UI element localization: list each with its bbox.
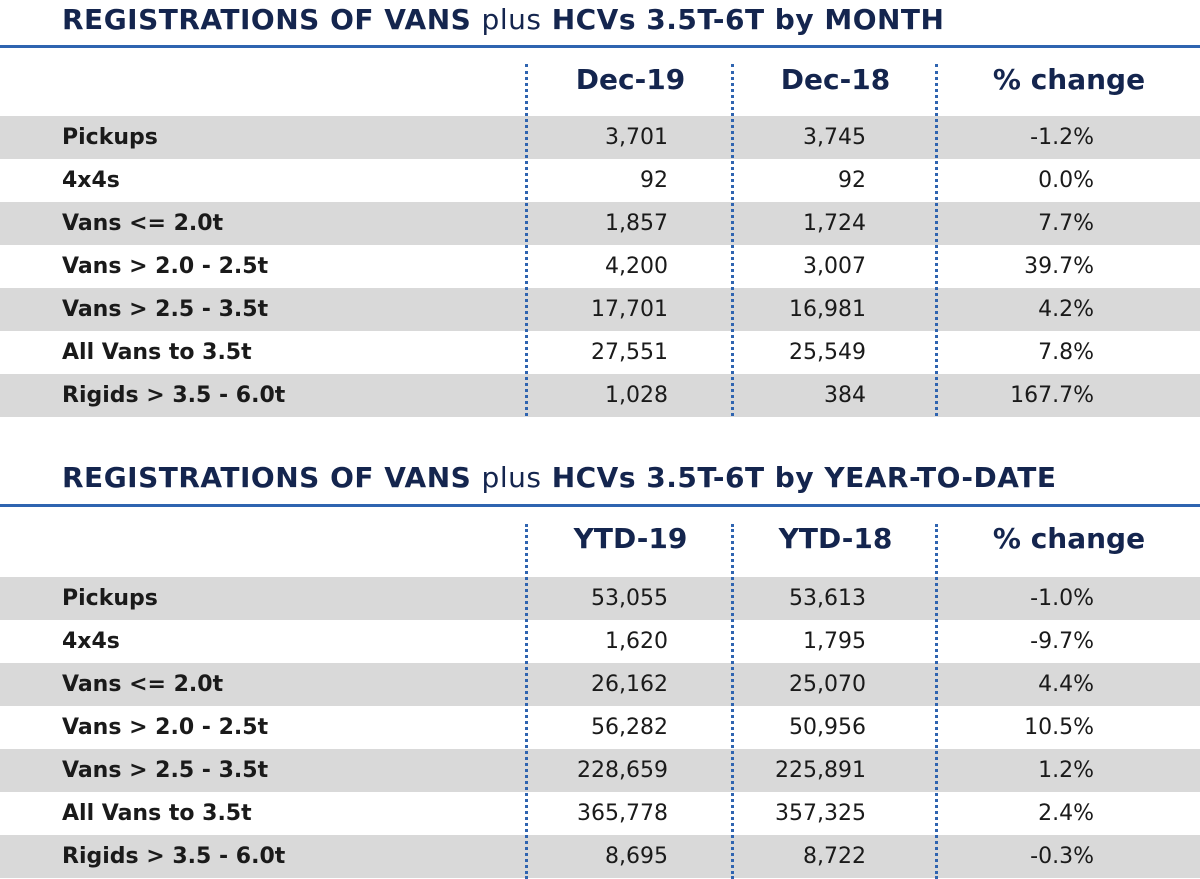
- row-label: Rigids > 3.5 - 6.0t: [62, 383, 286, 408]
- monthly-divider-3: [935, 64, 938, 416]
- cell-previous: 50,956: [789, 715, 866, 740]
- cell-current: 4,200: [605, 254, 668, 279]
- ytd-title-rule: [0, 504, 1200, 507]
- row-label: 4x4s: [62, 168, 120, 193]
- cell-previous: 92: [838, 168, 866, 193]
- table-row: All Vans to 3.5t 365,778 357,325 2.4%: [0, 792, 1200, 835]
- ytd-section: REGISTRATIONS OF VANS plus HCVs 3.5T-6T …: [0, 458, 1200, 879]
- cell-change: -1.2%: [1030, 125, 1094, 150]
- row-label: Vans > 2.5 - 3.5t: [62, 297, 269, 322]
- table-row: Vans <= 2.0t 26,162 25,070 4.4%: [0, 663, 1200, 706]
- cell-change: 0.0%: [1038, 168, 1094, 193]
- cell-previous: 357,325: [775, 801, 866, 826]
- cell-current: 53,055: [591, 586, 668, 611]
- cell-previous: 3,007: [803, 254, 866, 279]
- cell-change: 1.2%: [1038, 758, 1094, 783]
- cell-change: 2.4%: [1038, 801, 1094, 826]
- table-row: Rigids > 3.5 - 6.0t 1,028 384 167.7%: [0, 374, 1200, 417]
- ytd-title-part-2: HCVs 3.5T-6T by YEAR-TO-DATE: [551, 461, 1057, 494]
- cell-change: 10.5%: [1024, 715, 1094, 740]
- table-row: Rigids > 3.5 - 6.0t 8,695 8,722 -0.3%: [0, 835, 1200, 878]
- cell-current: 228,659: [577, 758, 668, 783]
- cell-current: 1,028: [605, 383, 668, 408]
- row-label: Vans > 2.0 - 2.5t: [62, 254, 269, 279]
- row-label: Pickups: [62, 586, 158, 611]
- ytd-divider-2: [731, 524, 734, 879]
- monthly-header-col1: Dec-19: [575, 63, 686, 96]
- cell-current: 17,701: [591, 297, 668, 322]
- cell-change: 7.8%: [1038, 340, 1094, 365]
- cell-current: 365,778: [577, 801, 668, 826]
- ytd-header-col1: YTD-19: [573, 522, 688, 555]
- table-row: Vans <= 2.0t 1,857 1,724 7.7%: [0, 202, 1200, 245]
- monthly-divider-1: [525, 64, 528, 416]
- cell-previous: 1,724: [803, 211, 866, 236]
- monthly-title-part-1: REGISTRATIONS OF VANS: [62, 3, 472, 36]
- monthly-title: REGISTRATIONS OF VANS plus HCVs 3.5T-6T …: [62, 0, 944, 40]
- table-row: Pickups 3,701 3,745 -1.2%: [0, 116, 1200, 159]
- cell-change: 167.7%: [1010, 383, 1094, 408]
- row-label: Vans > 2.0 - 2.5t: [62, 715, 269, 740]
- table-row: Vans > 2.0 - 2.5t 56,282 50,956 10.5%: [0, 706, 1200, 749]
- table-row: Vans > 2.0 - 2.5t 4,200 3,007 39.7%: [0, 245, 1200, 288]
- ytd-title-part-1: REGISTRATIONS OF VANS: [62, 461, 472, 494]
- cell-current: 1,620: [605, 629, 668, 654]
- ytd-header-col3: % change: [992, 522, 1146, 555]
- monthly-header-col2: Dec-18: [780, 63, 891, 96]
- cell-current: 8,695: [605, 844, 668, 869]
- cell-previous: 53,613: [789, 586, 866, 611]
- cell-current: 92: [640, 168, 668, 193]
- table-row: Vans > 2.5 - 3.5t 228,659 225,891 1.2%: [0, 749, 1200, 792]
- cell-change: 4.4%: [1038, 672, 1094, 697]
- monthly-section: REGISTRATIONS OF VANS plus HCVs 3.5T-6T …: [0, 0, 1200, 420]
- cell-change: 4.2%: [1038, 297, 1094, 322]
- monthly-divider-2: [731, 64, 734, 416]
- cell-change: -1.0%: [1030, 586, 1094, 611]
- cell-current: 26,162: [591, 672, 668, 697]
- cell-current: 3,701: [605, 125, 668, 150]
- row-label: Vans > 2.5 - 3.5t: [62, 758, 269, 783]
- cell-previous: 3,745: [803, 125, 866, 150]
- ytd-title-plus: plus: [481, 461, 542, 494]
- ytd-header-col2: YTD-18: [778, 522, 893, 555]
- cell-previous: 384: [824, 383, 866, 408]
- cell-previous: 16,981: [789, 297, 866, 322]
- monthly-title-rule: [0, 45, 1200, 48]
- cell-current: 27,551: [591, 340, 668, 365]
- row-label: Rigids > 3.5 - 6.0t: [62, 844, 286, 869]
- ytd-divider-3: [935, 524, 938, 879]
- monthly-header-col3: % change: [992, 63, 1146, 96]
- row-label: All Vans to 3.5t: [62, 801, 252, 826]
- table-row: 4x4s 1,620 1,795 -9.7%: [0, 620, 1200, 663]
- table-row: Pickups 53,055 53,613 -1.0%: [0, 577, 1200, 620]
- ytd-title: REGISTRATIONS OF VANS plus HCVs 3.5T-6T …: [62, 458, 1056, 498]
- ytd-divider-1: [525, 524, 528, 879]
- row-label: Pickups: [62, 125, 158, 150]
- row-label: All Vans to 3.5t: [62, 340, 252, 365]
- monthly-title-plus: plus: [481, 3, 542, 36]
- cell-previous: 1,795: [803, 629, 866, 654]
- cell-current: 1,857: [605, 211, 668, 236]
- cell-current: 56,282: [591, 715, 668, 740]
- cell-change: -0.3%: [1030, 844, 1094, 869]
- table-row: All Vans to 3.5t 27,551 25,549 7.8%: [0, 331, 1200, 374]
- cell-previous: 25,549: [789, 340, 866, 365]
- row-label: 4x4s: [62, 629, 120, 654]
- monthly-title-part-2: HCVs 3.5T-6T by MONTH: [551, 3, 945, 36]
- row-label: Vans <= 2.0t: [62, 672, 224, 697]
- table-row: 4x4s 92 92 0.0%: [0, 159, 1200, 202]
- cell-previous: 225,891: [775, 758, 866, 783]
- cell-change: 39.7%: [1024, 254, 1094, 279]
- cell-previous: 8,722: [803, 844, 866, 869]
- row-label: Vans <= 2.0t: [62, 211, 224, 236]
- cell-previous: 25,070: [789, 672, 866, 697]
- table-row: Vans > 2.5 - 3.5t 17,701 16,981 4.2%: [0, 288, 1200, 331]
- cell-change: -9.7%: [1030, 629, 1094, 654]
- cell-change: 7.7%: [1038, 211, 1094, 236]
